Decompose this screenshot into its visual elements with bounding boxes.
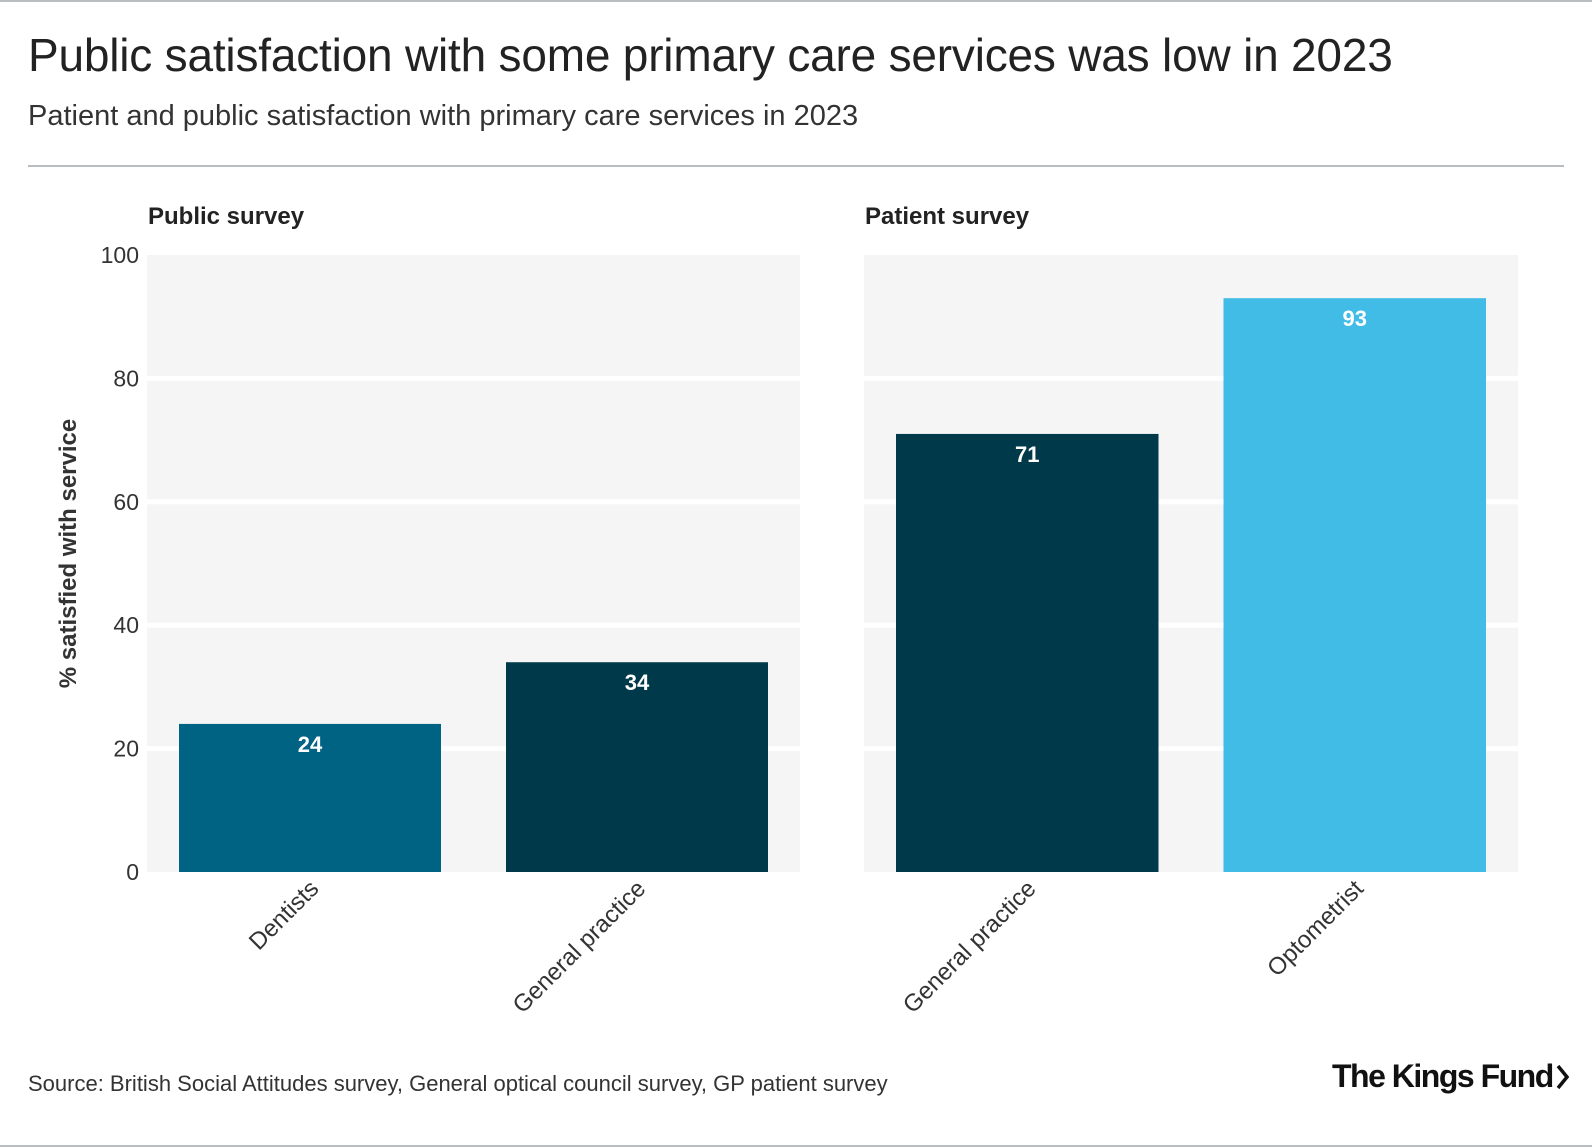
- header-divider: [28, 165, 1564, 167]
- y-axis-title: % satisfied with service: [55, 419, 82, 688]
- bar-chart: Public survey 24 Dentists 34 General practic…: [55, 203, 1486, 1019]
- chart-subtitle: Patient and public satisfaction with pri…: [28, 100, 859, 132]
- y-tick-label: 40: [113, 612, 139, 638]
- data-label: 24: [298, 732, 323, 757]
- bottom-border: [0, 1145, 1592, 1147]
- y-tick-label: 20: [113, 736, 139, 762]
- panel-title: Public survey: [148, 203, 305, 230]
- top-border: [0, 0, 1592, 2]
- bar: [1223, 298, 1486, 872]
- chart-title: Public satisfaction with some primary ca…: [28, 29, 1393, 81]
- y-tick-label: 100: [101, 242, 139, 268]
- y-tick-label: 60: [113, 489, 139, 515]
- x-tick-label: Dentists: [244, 875, 324, 955]
- bar: [506, 662, 768, 872]
- y-tick-label: 0: [126, 859, 139, 885]
- bar: [896, 433, 1159, 872]
- x-tick-label: General practice: [898, 875, 1042, 1019]
- kings-fund-logo: The Kings Fund: [1332, 1058, 1570, 1095]
- chevron-right-icon: [1556, 1064, 1570, 1090]
- logo-text: The Kings Fund: [1332, 1058, 1554, 1094]
- source-note: Source: British Social Attitudes survey,…: [28, 1071, 888, 1096]
- data-label: 93: [1343, 306, 1367, 331]
- panel-title: Patient survey: [865, 203, 1030, 230]
- data-label: 71: [1015, 442, 1039, 467]
- x-tick-label: Optometrist: [1262, 875, 1369, 982]
- x-tick-label: General practice: [508, 875, 652, 1019]
- bar: [179, 723, 441, 872]
- y-tick-label: 80: [113, 365, 139, 391]
- data-label: 34: [625, 670, 650, 695]
